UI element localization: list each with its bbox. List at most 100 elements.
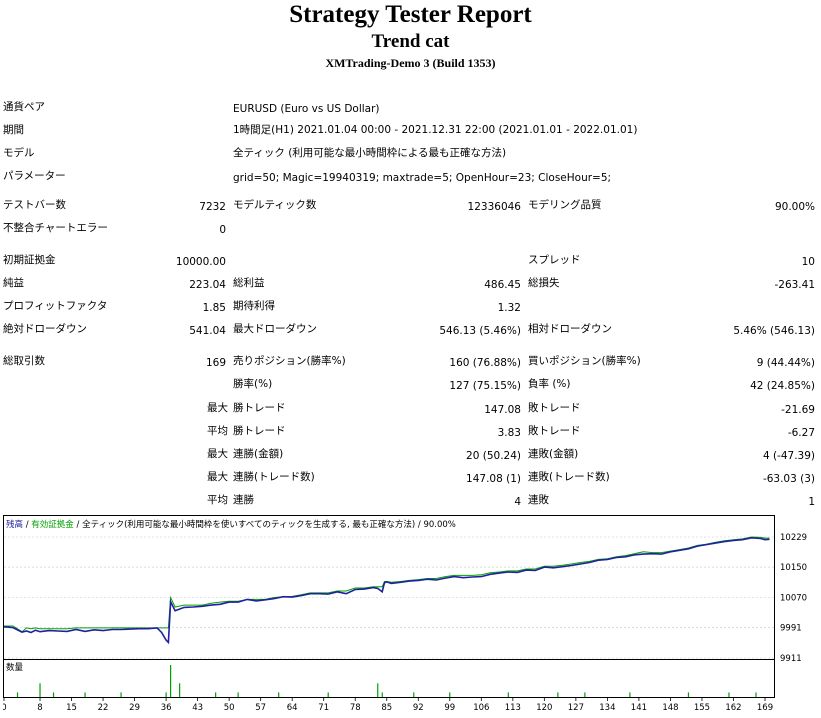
x-tick-label: 148	[662, 703, 678, 713]
average-label: 平均	[207, 425, 228, 437]
period-label: 期間	[3, 124, 24, 136]
symbol-label: 通貨ペア	[3, 101, 45, 113]
short-positions-label: 売りポジション(勝率%)	[233, 355, 346, 367]
largest-label: 最大	[207, 471, 228, 483]
deposit-value: 10000.00	[175, 256, 226, 268]
average-loss-value: -6.27	[787, 427, 815, 439]
relative-drawdown-value: 5.46% (546.13)	[733, 325, 815, 337]
symbol-value: EURUSD (Euro vs US Dollar)	[233, 103, 380, 115]
max-consecutive-loss-label: 連敗(トレード数)	[528, 471, 610, 483]
loss-trades-value: 42 (24.85%)	[750, 380, 815, 392]
quality-label: モデリング品質	[528, 199, 602, 211]
x-tick-label: 50	[224, 703, 235, 713]
x-tick-label: 99	[444, 703, 455, 713]
y-axis-ticks: 10229 10150 10070 9991 9911	[780, 533, 807, 664]
volume-bars	[16, 665, 757, 697]
balance-chart: 残高 / 有効証拠金 / 全ティック(利用可能な最小時間枠を使いすべてのティック…	[1, 515, 816, 715]
model-label: モデル	[3, 147, 35, 159]
server-info: XMTrading-Demo 3 (Build 1353)	[325, 56, 496, 70]
profit-factor-value: 1.85	[202, 302, 226, 314]
y-tick-label: 10070	[780, 594, 807, 604]
equity-line	[4, 536, 770, 633]
maximal-drawdown-value: 546.13 (5.46%)	[439, 325, 521, 337]
absolute-drawdown-label: 絶対ドローダウン	[3, 323, 87, 335]
max-consecutive-losses-value: 4 (-47.39)	[762, 450, 815, 462]
legend-note: 全ティック(利用可能な最小時間枠を使いすべてのティックを生成する, 最も正確な方…	[82, 519, 456, 530]
long-positions-label: 買いポジション(勝率%)	[528, 355, 641, 367]
x-tick-label: 57	[255, 703, 266, 713]
largest-loss-label: 敗トレード	[528, 402, 581, 414]
chart-legend: 残高 / 有効証拠金 / 全ティック(利用可能な最小時間枠を使いすべてのティック…	[6, 519, 456, 530]
x-tick-label: 8	[37, 703, 42, 713]
x-tick-label: 78	[350, 703, 361, 713]
largest-label: 最大	[207, 448, 228, 460]
max-consecutive-wins-value: 20 (50.24)	[466, 450, 521, 462]
max-consecutive-losses-label: 連敗(金額)	[528, 448, 579, 460]
short-positions-value: 160 (76.88%)	[449, 357, 521, 369]
average-consecutive-losses-label: 連敗	[528, 494, 549, 506]
model-value: 全ティック (利用可能な最小時間枠による最も正確な方法)	[233, 147, 507, 159]
largest-label: 最大	[207, 402, 228, 414]
report-title: Strategy Tester Report	[289, 1, 532, 28]
max-consecutive-wins-label: 連勝(金額)	[233, 448, 284, 460]
quality-value: 90.00%	[774, 201, 815, 213]
ticks-value: 12336046	[467, 201, 521, 213]
legend-balance: 残高	[6, 519, 23, 530]
net-profit-value: 223.04	[189, 279, 226, 291]
gross-loss-label: 総損失	[528, 277, 560, 289]
x-tick-label: 0	[3, 703, 7, 713]
average-win-value: 3.83	[497, 427, 521, 439]
loss-trades-label: 負率 (%)	[528, 378, 571, 390]
x-tick-label: 162	[725, 703, 741, 713]
absolute-drawdown-value: 541.04	[189, 325, 226, 337]
y-tick-label: 9991	[780, 624, 802, 634]
chart-series	[3, 536, 770, 645]
x-tick-label: 141	[631, 703, 647, 713]
parameters-label: パラメーター	[3, 170, 66, 182]
expected-payoff-value: 1.32	[497, 302, 521, 314]
x-tick-label: 106	[473, 703, 489, 713]
period-value: 1時間足(H1) 2021.01.04 00:00 - 2021.12.31 2…	[233, 124, 638, 136]
max-consecutive-profit-value: 147.08 (1)	[466, 473, 521, 485]
x-tick-label: 64	[287, 703, 298, 713]
max-consecutive-loss-value: -63.03 (3)	[762, 473, 815, 485]
gross-profit-label: 総利益	[233, 277, 265, 289]
x-tick-label: 85	[381, 703, 392, 713]
expected-payoff-label: 期待利得	[233, 300, 275, 312]
balance-chart-svg: 残高 / 有効証拠金 / 全ティック(利用可能な最小時間枠を使いすべてのティック…	[1, 515, 807, 713]
deposit-label: 初期証拠金	[3, 254, 56, 266]
x-tick-label: 169	[757, 703, 773, 713]
x-tick-label: 71	[318, 703, 329, 713]
x-tick-label: 92	[413, 703, 424, 713]
average-consecutive-wins-value: 4	[514, 496, 521, 508]
largest-win-label: 勝トレード	[233, 402, 286, 414]
x-tick-label: 36	[161, 703, 172, 713]
legend-equity: 有効証拠金	[31, 519, 74, 530]
average-loss-label: 敗トレード	[528, 425, 581, 437]
balance-line	[3, 536, 770, 645]
profit-trades-value: 127 (75.15%)	[449, 380, 521, 392]
gross-loss-value: -263.41	[774, 279, 815, 291]
average-consecutive-losses-value: 1	[808, 496, 815, 508]
max-consecutive-profit-label: 連勝(トレード数)	[233, 471, 315, 483]
volume-label: 数量	[6, 662, 24, 673]
x-tick-label: 22	[98, 703, 109, 713]
chart-grid	[4, 536, 774, 659]
x-tick-label: 155	[694, 703, 710, 713]
profit-trades-label: 勝率(%)	[233, 378, 273, 390]
spread-value: 10	[801, 256, 815, 268]
y-tick-label: 9911	[780, 654, 802, 664]
spread-label: スプレッド	[528, 254, 581, 266]
largest-win-value: 147.08	[484, 404, 521, 416]
expert-name: Trend cat	[371, 31, 450, 52]
x-tick-label: 134	[599, 703, 615, 713]
x-tick-label: 43	[192, 703, 203, 713]
maximal-drawdown-label: 最大ドローダウン	[233, 323, 317, 335]
chart-main-frame	[3, 515, 775, 660]
x-tick-label: 120	[536, 703, 552, 713]
mismatch-label: 不整合チャートエラー	[3, 222, 108, 234]
long-positions-value: 9 (44.44%)	[756, 357, 815, 369]
legend-sep: /	[74, 520, 82, 530]
average-consecutive-wins-label: 連勝	[233, 494, 254, 506]
average-win-label: 勝トレード	[233, 425, 286, 437]
